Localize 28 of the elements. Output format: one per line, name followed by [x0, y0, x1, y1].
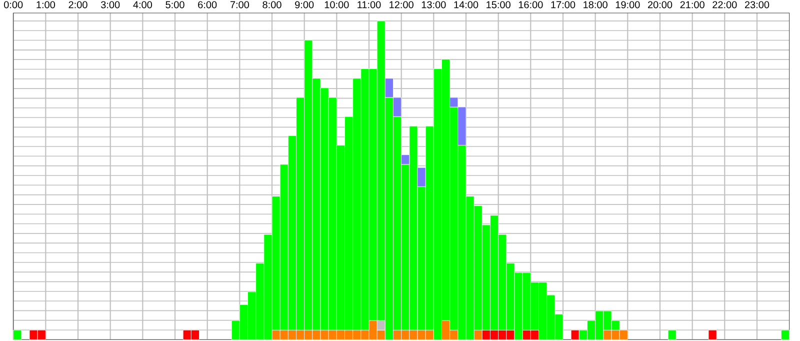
x-tick-label: 5:00	[166, 1, 184, 8]
x-tick-label: 17:00	[551, 1, 576, 8]
x-tick-label: 21:00	[680, 1, 704, 8]
bar	[668, 330, 676, 340]
x-tick-label: 23:00	[744, 1, 770, 8]
x-tick-label: 22:00	[712, 1, 737, 8]
x-tick-label: 10:00	[324, 1, 349, 8]
bar	[781, 330, 790, 340]
x-tick-label: 6:00	[198, 1, 217, 8]
x-tick-label: 1:00	[36, 1, 56, 8]
x-tick-label: 2:00	[68, 1, 88, 8]
bar	[708, 330, 717, 340]
x-tick-label: 9:00	[295, 1, 314, 8]
x-tick-label: 0:00	[4, 1, 23, 8]
x-tick-label: 3:00	[100, 1, 120, 8]
x-tick-label: 15:00	[486, 1, 510, 8]
x-tick-label: 7:00	[230, 1, 250, 8]
x-tick-label: 20:00	[648, 1, 672, 8]
x-tick-label: 8:00	[262, 1, 282, 8]
x-tick-label: 12:00	[390, 1, 414, 8]
x-tick-label: 11:00	[358, 1, 381, 8]
x-tick-label: 19:00	[616, 1, 640, 8]
x-tick-label: 14:00	[454, 1, 478, 8]
x-tick-label: 13:00	[422, 1, 446, 8]
x-tick-label: 18:00	[584, 1, 608, 8]
x-tick-label: 16:00	[518, 1, 543, 8]
bar	[13, 330, 22, 340]
x-tick-label: 4:00	[133, 1, 152, 8]
